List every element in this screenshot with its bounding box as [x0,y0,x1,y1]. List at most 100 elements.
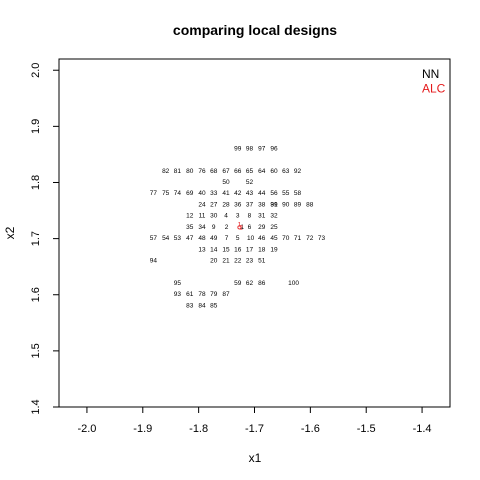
nn-point-label: 63 [282,168,290,175]
nn-point-label: 2 [225,224,229,231]
nn-point-label: 42 [234,190,242,197]
nn-point-label: 19 [270,246,278,253]
y-tick-label: 1.6 [30,287,42,302]
nn-point-label: 53 [174,235,182,242]
nn-point-label: 93 [174,291,182,298]
nn-point-label: 100 [288,280,299,287]
nn-point-label: 8 [248,213,252,220]
nn-point-label: 49 [210,235,218,242]
y-axis: 1.4 1.5 1.6 1.7 1.8 1.9 2.0 [30,63,60,415]
nn-point-label: 59 [234,280,242,287]
nn-point-label: 57 [150,235,158,242]
nn-point-label: 34 [198,224,206,231]
nn-point-label: 13 [198,246,206,253]
nn-point-label: 5 [236,235,240,242]
nn-point-label: 56 [270,190,278,197]
nn-point-label: 58 [294,190,302,197]
nn-point-label: 23 [246,258,254,265]
nn-point-label: 15 [222,246,230,253]
alc-point-label: 1 [238,222,242,229]
nn-point-label: 9 [212,224,216,231]
y-tick-label: 1.5 [30,343,42,358]
nn-point-label: 78 [198,291,206,298]
nn-point-label: 89 [294,201,302,208]
nn-point-label: 35 [186,224,194,231]
nn-point-label: 22 [234,258,242,265]
nn-point-label: 11 [199,213,206,220]
nn-point-label: 84 [198,302,206,309]
nn-point-label: 99 [234,145,242,152]
nn-point-label: 46 [258,235,266,242]
y-tick-label: 1.8 [30,175,42,190]
nn-point-label: 36 [234,201,242,208]
nn-point-label: 70 [282,235,290,242]
x-tick-label: -2.0 [77,423,96,435]
nn-point-label: 87 [222,291,230,298]
nn-point-label: 45 [270,235,278,242]
nn-point-label: 50 [222,179,230,186]
nn-point-label: 97 [258,145,266,152]
x-tick-label: -1.9 [133,423,152,435]
nn-point-label: 7 [225,235,229,242]
nn-point-label: 55 [282,190,290,197]
nn-point-label: 77 [150,190,158,197]
nn-point-label: 81 [174,168,182,175]
nn-point-label: 25 [270,224,278,231]
nn-point-label: 82 [162,168,170,175]
y-tick-label: 2.0 [30,63,42,78]
chart-title: comparing local designs [173,22,337,38]
y-tick-label: 1.4 [30,399,42,414]
nn-point-label: 68 [210,168,218,175]
nn-point-label: 17 [246,246,254,253]
nn-point-label: 21 [222,258,230,265]
nn-point-label: 92 [294,168,302,175]
nn-point-label: 28 [222,201,230,208]
plot-frame [58,58,451,408]
nn-point-label: 29 [258,224,266,231]
nn-point-label: 54 [162,235,170,242]
x-tick-label: -1.7 [245,423,264,435]
nn-point-label: 14 [210,246,218,253]
nn-point-label: 79 [210,291,218,298]
y-tick-label: 1.7 [30,231,42,246]
nn-point-label: 12 [186,213,194,220]
x-tick-label: -1.8 [189,423,208,435]
nn-point-label: 83 [186,302,194,309]
nn-point-label: 67 [222,168,230,175]
x-axis: -2.0 -1.9 -1.8 -1.7 -1.6 -1.5 -1.4 [77,406,432,435]
nn-point-label: 6 [248,224,252,231]
nn-point-label: 3 [236,213,240,220]
x-axis-label: x1 [249,451,262,465]
nn-point-label: 61 [186,291,194,298]
nn-point-label: 44 [258,190,266,197]
nn-point-label: 91 [270,201,278,208]
nn-point-label: 88 [306,201,314,208]
nn-point-label: 64 [258,168,266,175]
nn-point-label: 94 [150,258,158,265]
nn-point-label: 52 [246,179,254,186]
nn-point-label: 86 [258,280,266,287]
legend-entry-nn: NN [422,67,439,81]
x-tick-label: -1.5 [357,423,376,435]
nn-point-label: 75 [162,190,170,197]
nn-point-label: 20 [210,258,218,265]
nn-point-label: 96 [270,145,278,152]
y-axis-label: x2 [3,226,17,239]
nn-point-label: 66 [234,168,242,175]
nn-point-label: 18 [258,246,266,253]
nn-point-label: 39 [270,201,278,208]
legend-entry-alc: ALC [422,82,446,96]
nn-point-label: 60 [270,168,278,175]
nn-point-label: 73 [318,235,326,242]
nn-point-label: 72 [306,235,314,242]
nn-point-label: 85 [210,302,218,309]
nn-point-label: 1 [240,224,244,231]
nn-point-label: 24 [198,201,206,208]
nn-point-label: 31 [258,213,266,220]
nn-point-label: 40 [198,190,206,197]
nn-point-label: 47 [186,235,194,242]
nn-point-label: 37 [246,201,254,208]
nn-point-label: 27 [210,201,218,208]
